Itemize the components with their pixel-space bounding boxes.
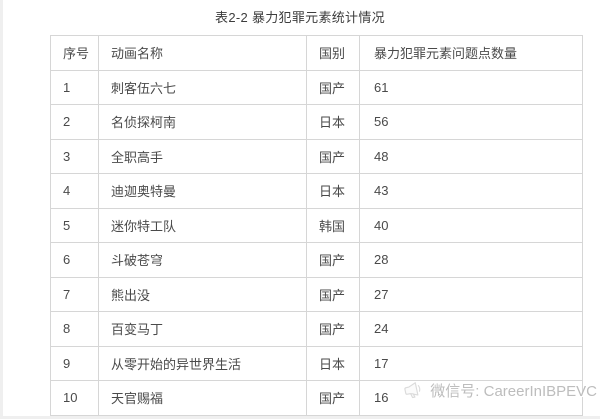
table-cell: 10 (50, 380, 99, 416)
table-cell: 斗破苍穹 (98, 242, 307, 278)
table-cell: 国产 (306, 242, 360, 278)
table-cell: 国产 (306, 69, 360, 105)
table-cell: 40 (359, 207, 583, 243)
column-header: 暴力犯罪元素问题点数量 (359, 35, 583, 71)
table-body: 1 刺客伍六七 国产 61 2 名侦探柯南 日本 56 3 全职高手 国产 48 4 迪迦奥特曼 日本 43 5… (50, 69, 583, 416)
table-cell: 国产 (306, 311, 360, 347)
table-cell: 16 (359, 380, 583, 416)
table-cell: 24 (359, 311, 583, 347)
table-row: 5 迷你特工队 韩国 40 (50, 207, 583, 243)
table-row: 7 熊出没 国产 27 (50, 276, 583, 312)
megaphone-icon (402, 379, 425, 402)
bottom-edge-shade (0, 416, 600, 419)
table-row: 8 百变马丁 国产 24 (50, 311, 583, 347)
watermark: 微信号: CareerInIBPEVC (402, 379, 597, 402)
table-cell: 27 (359, 276, 583, 312)
table-cell: 6 (50, 242, 99, 278)
table-cell: 43 (359, 173, 583, 209)
table-header: 序号 动画名称 国别 暴力犯罪元素问题点数量 (50, 35, 583, 71)
table-cell: 百变马丁 (98, 311, 307, 347)
column-header: 国别 (306, 35, 360, 71)
table-cell: 国产 (306, 138, 360, 174)
table-caption: 表2-2 暴力犯罪元素统计情况 (215, 10, 385, 25)
table-cell: 5 (50, 207, 99, 243)
table-row: 6 斗破苍穹 国产 28 (50, 242, 583, 278)
table-cell: 日本 (306, 173, 360, 209)
table-cell: 国产 (306, 276, 360, 312)
table-cell: 迪迦奥特曼 (98, 173, 307, 209)
table-cell: 全职高手 (98, 138, 307, 174)
table-cell: 7 (50, 276, 99, 312)
table-cell: 8 (50, 311, 99, 347)
table-row: 1 刺客伍六七 国产 61 (50, 69, 583, 105)
table-row: 4 迪迦奥特曼 日本 43 (50, 173, 583, 209)
table-cell: 2 (50, 104, 99, 140)
table-cell: 国产 (306, 380, 360, 416)
table-cell: 名侦探柯南 (98, 104, 307, 140)
table-row: 10 天官赐福 国产 16 (50, 380, 583, 416)
table-row: 3 全职高手 国产 48 (50, 138, 583, 174)
left-edge-shade (0, 0, 3, 419)
table-cell: 61 (359, 69, 583, 105)
table-cell: 4 (50, 173, 99, 209)
table-cell: 刺客伍六七 (98, 69, 307, 105)
table-cell: 日本 (306, 345, 360, 381)
table-cell: 48 (359, 138, 583, 174)
table-cell: 17 (359, 345, 583, 381)
table-cell: 9 (50, 345, 99, 381)
table-row: 9 从零开始的异世界生活 日本 17 (50, 345, 583, 381)
table-cell: 1 (50, 69, 99, 105)
header-row: 序号 动画名称 国别 暴力犯罪元素问题点数量 (50, 35, 583, 71)
table-cell: 熊出没 (98, 276, 307, 312)
table-cell: 3 (50, 138, 99, 174)
table-cell: 迷你特工队 (98, 207, 307, 243)
table-cell: 韩国 (306, 207, 360, 243)
table-cell: 从零开始的异世界生活 (98, 345, 307, 381)
table-cell: 天官赐福 (98, 380, 307, 416)
column-header: 序号 (50, 35, 99, 71)
stats-table: 序号 动画名称 国别 暴力犯罪元素问题点数量 1 刺客伍六七 国产 61 2 名侦探柯南 日本 56… (50, 35, 583, 416)
watermark-text: 微信号: CareerInIBPEVC (430, 383, 597, 400)
table-row: 2 名侦探柯南 日本 56 (50, 104, 583, 140)
table-cell: 56 (359, 104, 583, 140)
column-header: 动画名称 (98, 35, 307, 71)
table-cell: 28 (359, 242, 583, 278)
table-cell: 日本 (306, 104, 360, 140)
